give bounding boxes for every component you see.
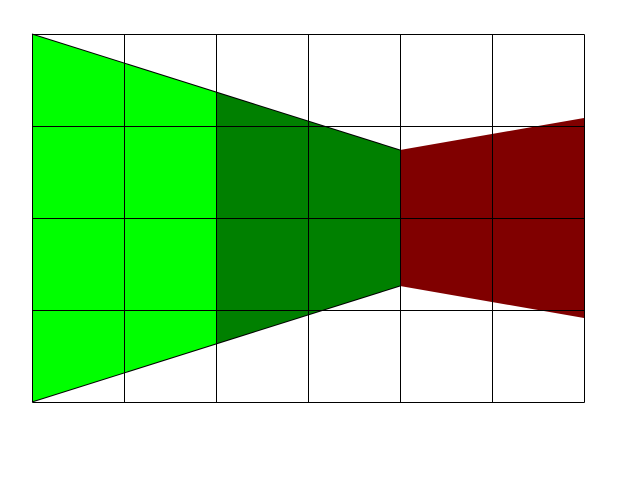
grid [32, 34, 585, 403]
shape-edge [31, 285, 401, 403]
shape-edge [31, 33, 401, 151]
